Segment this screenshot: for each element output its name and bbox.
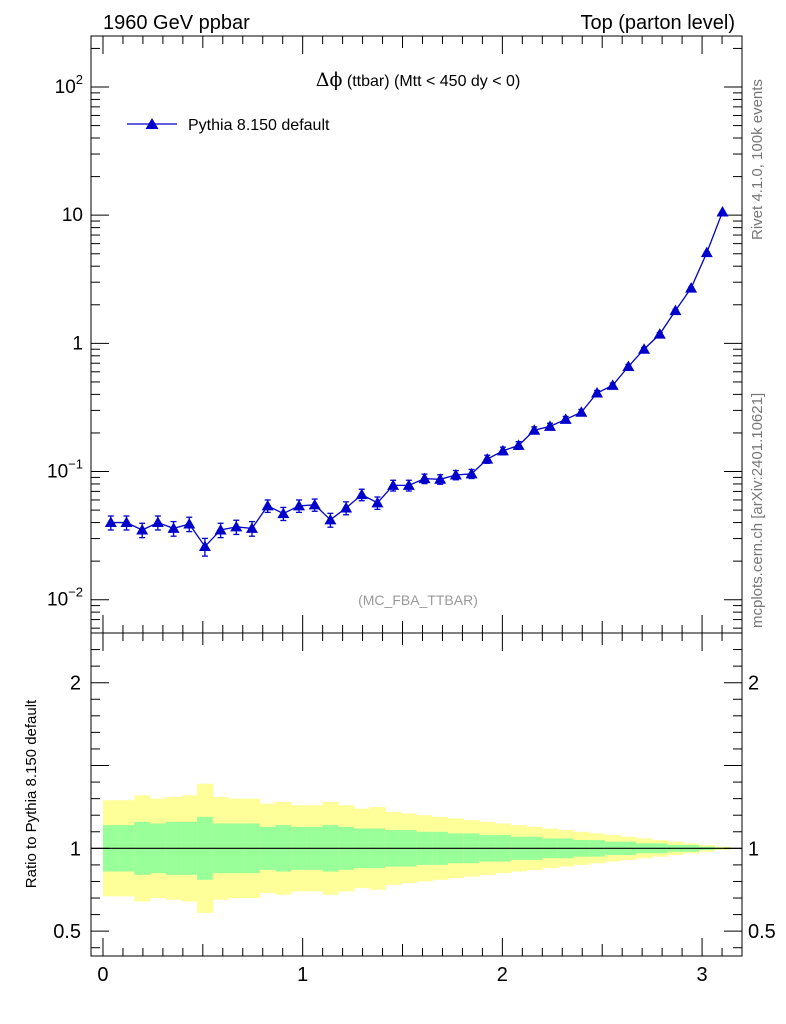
- data-point: [591, 386, 604, 398]
- data-point: [167, 522, 180, 533]
- y-tick-base: 10: [55, 77, 76, 98]
- series-pythia: [104, 205, 729, 557]
- header-left: 1960 GeV ppbar: [103, 12, 250, 34]
- data-point: [277, 507, 290, 519]
- title-text: (ttbar) (Mtt < 450 dy < 0): [342, 73, 520, 90]
- y-tick-base: 10: [47, 590, 68, 611]
- legend-triangle-icon: [145, 118, 159, 129]
- ratio-y-tick-label-right: 1: [748, 838, 759, 860]
- data-point: [575, 406, 588, 417]
- data-point: [465, 467, 478, 479]
- ratio-panel: 0.5 0.5 1 1 2 2 0 1 2 3 Ratio to Pythia 8.150 de…: [23, 632, 776, 986]
- data-point: [512, 439, 525, 450]
- y-tick-exponent: −1: [68, 457, 83, 472]
- x-tick-label: 1: [297, 964, 308, 986]
- mcplots-label: mcplots.cern.ch [arXiv:2401.10621]: [749, 393, 766, 628]
- y-tick-label: 10: [62, 205, 83, 226]
- series-line: [110, 211, 724, 548]
- data-point: [543, 420, 556, 431]
- data-point: [136, 523, 149, 535]
- data-point: [700, 246, 713, 258]
- y-tick-label: 10−1: [47, 457, 83, 483]
- x-tick-label: 2: [497, 964, 508, 986]
- main-axis-ticks: [91, 36, 743, 633]
- data-point: [669, 304, 682, 316]
- data-point: [496, 444, 509, 456]
- data-point: [528, 424, 541, 435]
- y-tick-base: 10: [47, 462, 68, 483]
- ratio-y-tick-label: 0.5: [53, 921, 81, 943]
- ratio-y-tick-label: 2: [70, 673, 81, 695]
- y-tick-exponent: 2: [76, 72, 83, 87]
- data-point: [355, 488, 368, 500]
- data-point: [261, 499, 274, 511]
- data-point: [559, 413, 572, 424]
- title-symbol: Δϕ: [316, 69, 343, 91]
- y-tick-label: 102: [55, 72, 83, 98]
- y-tick-label: 10−2: [47, 585, 83, 611]
- data-point: [198, 540, 211, 552]
- y-tick-label: 1: [72, 333, 83, 354]
- data-point: [387, 479, 400, 490]
- data-point: [293, 499, 306, 511]
- ratio-axis-ticks: [91, 633, 743, 956]
- data-point: [340, 501, 353, 513]
- x-tick-labels: 0 1 2 3: [97, 964, 707, 986]
- data-point: [418, 472, 431, 484]
- ratio-bands: [91, 783, 742, 913]
- data-point: [183, 517, 196, 529]
- legend-label: Pythia 8.150 default: [188, 117, 330, 134]
- data-point: [685, 282, 698, 293]
- data-point: [120, 516, 133, 528]
- y-tick-exponent: −2: [68, 585, 83, 600]
- ratio-frame: [90, 632, 743, 957]
- header-right: Top (parton level): [580, 12, 735, 34]
- ratio-y-tick-label-right: 2: [748, 673, 759, 695]
- data-point: [606, 379, 619, 390]
- ratio-y-axis-label: Ratio to Pythia 8.150 default: [23, 699, 40, 888]
- data-point: [402, 479, 415, 490]
- x-tick-label: 0: [97, 964, 108, 986]
- ratio-y-tick-labels: 0.5 0.5 1 1 2 2: [53, 673, 776, 943]
- data-point: [151, 516, 164, 528]
- analysis-tag: (MC_FBA_TTBAR): [358, 592, 478, 608]
- data-point: [622, 360, 635, 371]
- data-point: [214, 523, 227, 535]
- legend: Pythia 8.150 default: [127, 117, 330, 134]
- ratio-y-tick-label-right: 0.5: [748, 921, 776, 943]
- data-point: [371, 496, 384, 508]
- data-point: [716, 205, 729, 217]
- data-point: [449, 468, 462, 480]
- rivet-version-label: Rivet 4.1.0, 100k events: [749, 79, 766, 240]
- data-point: [653, 328, 666, 339]
- data-point: [638, 343, 651, 354]
- x-tick-label: 3: [696, 964, 707, 986]
- data-point: [481, 453, 494, 464]
- data-point: [245, 522, 258, 533]
- data-point: [308, 498, 321, 510]
- ratio-y-tick-label: 1: [70, 838, 81, 860]
- data-point: [324, 513, 337, 525]
- main-title: Δϕ (ttbar) (Mtt < 450 dy < 0): [316, 69, 521, 91]
- data-point: [230, 520, 243, 532]
- data-point: [434, 473, 447, 484]
- data-point: [104, 516, 117, 528]
